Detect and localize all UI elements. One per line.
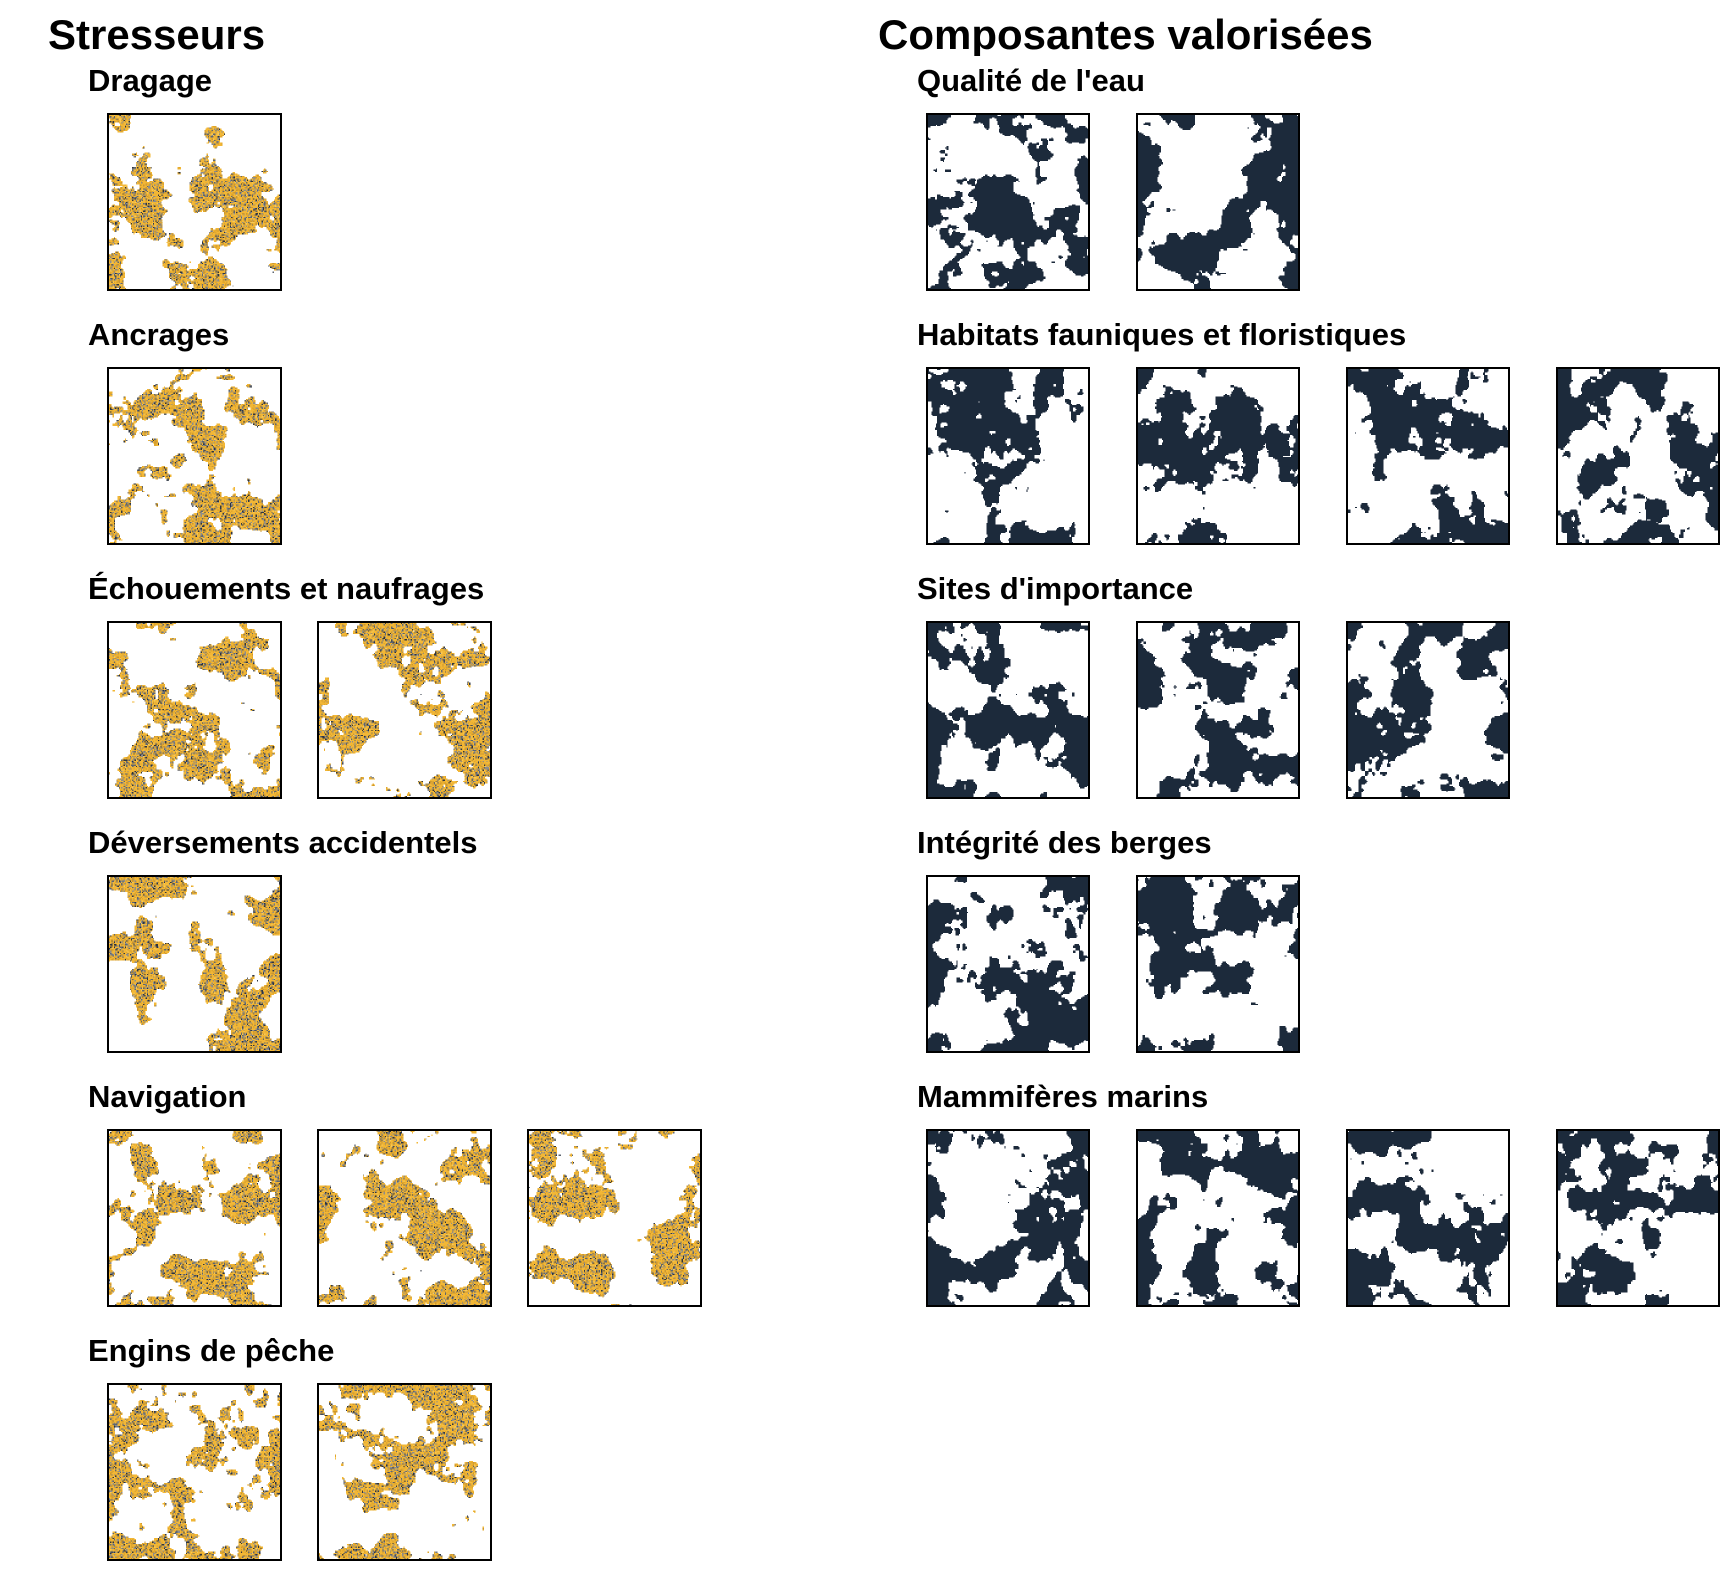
stressor-map-raster xyxy=(109,115,280,289)
stressor-map-tile-engins-de-peche-1 xyxy=(107,1383,282,1561)
stressor-group-title-ancrages: Ancrages xyxy=(88,317,230,352)
component-map-raster xyxy=(928,115,1088,289)
stressor-map-raster xyxy=(319,1131,490,1305)
component-map-raster xyxy=(1138,1131,1298,1305)
component-map-raster xyxy=(1558,1131,1718,1305)
component-map-raster xyxy=(1348,369,1508,543)
component-map-raster xyxy=(928,369,1088,543)
composantes-title: Composantes valorisées xyxy=(878,12,1373,56)
component-map-tile-mammiferes-marins-1 xyxy=(926,1129,1090,1307)
stressor-map-tile-dragage-1 xyxy=(107,113,282,291)
stressor-map-tile-echouements-et-naufrages-1 xyxy=(107,621,282,799)
stressor-map-raster xyxy=(109,1385,280,1559)
component-map-raster xyxy=(1558,369,1718,543)
component-map-tile-sites-d-importance-2 xyxy=(1136,621,1300,799)
component-map-tile-mammiferes-marins-2 xyxy=(1136,1129,1300,1307)
component-map-tile-habitats-fauniques-et-floristiques-2 xyxy=(1136,367,1300,545)
component-map-raster xyxy=(1348,1131,1508,1305)
component-group-title-habitats-fauniques-et-floristiques: Habitats fauniques et floristiques xyxy=(917,317,1407,352)
component-map-raster xyxy=(1348,623,1508,797)
component-map-raster xyxy=(928,623,1088,797)
stressor-group-title-deversements-accidentels: Déversements accidentels xyxy=(88,825,478,860)
component-map-raster xyxy=(1138,623,1298,797)
component-group-title-mammiferes-marins: Mammifères marins xyxy=(917,1079,1209,1114)
component-map-tile-qualite-de-l-eau-2 xyxy=(1136,113,1300,291)
component-map-raster xyxy=(1138,369,1298,543)
component-map-tile-habitats-fauniques-et-floristiques-1 xyxy=(926,367,1090,545)
component-map-raster xyxy=(1138,115,1298,289)
component-map-tile-qualite-de-l-eau-1 xyxy=(926,113,1090,291)
stresseurs-title: Stresseurs xyxy=(48,12,266,56)
stressor-map-tile-navigation-2 xyxy=(317,1129,492,1307)
stressor-map-raster xyxy=(109,1131,280,1305)
stressor-map-tile-engins-de-peche-2 xyxy=(317,1383,492,1561)
component-map-raster xyxy=(928,877,1088,1051)
component-map-raster xyxy=(928,1131,1088,1305)
component-map-tile-mammiferes-marins-4 xyxy=(1556,1129,1720,1307)
component-map-tile-sites-d-importance-1 xyxy=(926,621,1090,799)
stressor-map-raster xyxy=(109,623,280,797)
stressor-group-title-echouements-et-naufrages: Échouements et naufrages xyxy=(88,571,485,606)
component-map-tile-sites-d-importance-3 xyxy=(1346,621,1510,799)
component-map-tile-habitats-fauniques-et-floristiques-4 xyxy=(1556,367,1720,545)
stressor-group-title-navigation: Navigation xyxy=(88,1079,247,1114)
component-group-title-integrite-des-berges: Intégrité des berges xyxy=(917,825,1212,860)
component-map-tile-habitats-fauniques-et-floristiques-3 xyxy=(1346,367,1510,545)
component-map-tile-integrite-des-berges-2 xyxy=(1136,875,1300,1053)
stressor-map-raster xyxy=(319,1385,490,1559)
stressor-map-tile-deversements-accidentels-1 xyxy=(107,875,282,1053)
stressor-map-tile-navigation-1 xyxy=(107,1129,282,1307)
stressor-group-title-engins-de-peche: Engins de pêche xyxy=(88,1333,335,1368)
component-group-title-sites-d-importance: Sites d'importance xyxy=(917,571,1194,606)
stressor-map-raster xyxy=(109,877,280,1051)
component-group-title-qualite-de-l-eau: Qualité de l'eau xyxy=(917,63,1145,98)
stressor-map-tile-echouements-et-naufrages-2 xyxy=(317,621,492,799)
component-map-raster xyxy=(1138,877,1298,1051)
stressor-map-raster xyxy=(319,623,490,797)
stressor-group-title-dragage: Dragage xyxy=(88,63,213,98)
stressor-map-tile-navigation-3 xyxy=(527,1129,702,1307)
stressor-map-raster xyxy=(109,369,280,543)
stressor-map-tile-ancrages-1 xyxy=(107,367,282,545)
component-map-tile-integrite-des-berges-1 xyxy=(926,875,1090,1053)
stressor-map-raster xyxy=(529,1131,700,1305)
component-map-tile-mammiferes-marins-3 xyxy=(1346,1129,1510,1307)
